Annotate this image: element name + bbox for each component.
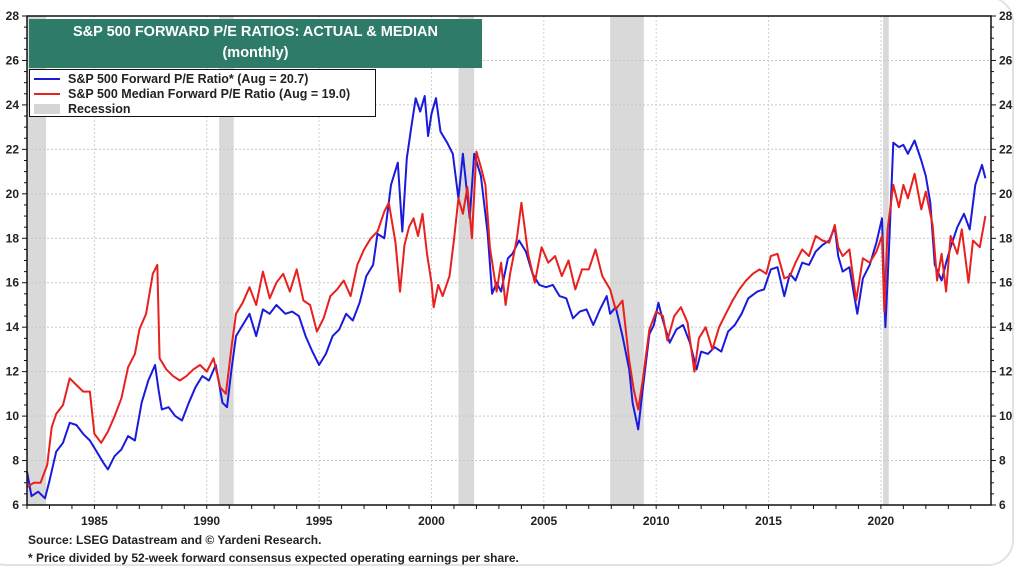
y-tick-label-right: 26 [999,53,1013,67]
y-tick-label-right: 24 [999,98,1013,112]
chart-title-box: S&P 500 FORWARD P/E RATIOS: ACTUAL & MED… [29,19,482,68]
legend-label: Recession [68,101,131,116]
y-tick-label-left: 22 [6,142,20,156]
card-frame [0,0,1014,566]
y-tick-label-left: 16 [6,276,20,290]
y-tick-label-right: 6 [999,498,1006,512]
legend-label: S&P 500 Forward P/E Ratio* (Aug = 20.7) [68,71,309,86]
y-tick-label-left: 8 [12,454,19,468]
series-line-median-pe [26,150,987,489]
footnote: * Price divided by 52-week forward conse… [28,551,519,565]
y-tick-label-right: 18 [999,231,1013,245]
recession-band [27,16,47,505]
legend-item-median-pe: S&P 500 Median Forward P/E Ratio (Aug = … [34,86,350,101]
x-tick-label: 2010 [643,514,670,528]
y-tick-label-left: 12 [6,365,20,379]
y-tick-label-left: 26 [6,53,20,67]
y-tick-label-right: 22 [999,142,1013,156]
x-tick-label: 1995 [306,514,333,528]
x-tick-label: 1985 [81,514,108,528]
x-tick-label: 1990 [193,514,220,528]
y-tick-label-right: 28 [999,9,1013,23]
x-tick-label: 2005 [530,514,557,528]
recession-band [610,16,644,505]
source-note: Source: LSEG Datastream and © Yardeni Re… [28,533,322,547]
y-tick-label-left: 14 [6,320,20,334]
y-tick-label-left: 18 [6,231,20,245]
legend-item-forward-pe: S&P 500 Forward P/E Ratio* (Aug = 20.7) [34,71,308,86]
chart-subtitle: (monthly) [222,45,289,61]
legend-swatch-red [34,92,60,95]
series-line-forward-pe [26,95,987,500]
series-lines [26,95,987,500]
x-tick-label: 2020 [868,514,895,528]
y-tick-label-right: 12 [999,365,1013,379]
legend-swatch-blue [34,77,60,80]
y-tick-label-left: 10 [6,409,20,423]
y-tick-label-right: 16 [999,276,1013,290]
y-tick-label-right: 10 [999,409,1013,423]
y-tick-label-right: 8 [999,454,1006,468]
legend-item-recession: Recession [34,101,131,116]
x-tick-label: 2015 [755,514,782,528]
chart-title: S&P 500 FORWARD P/E RATIOS: ACTUAL & MED… [73,24,438,40]
legend: S&P 500 Forward P/E Ratio* (Aug = 20.7) … [29,69,376,117]
recession-band [458,16,475,505]
axes [22,15,996,509]
y-tick-label-left: 6 [12,498,19,512]
x-tick-label: 2000 [418,514,445,528]
y-tick-label-left: 20 [6,187,20,201]
y-tick-label-right: 14 [999,320,1013,334]
y-tick-label-left: 28 [6,9,20,23]
y-tick-label-left: 24 [6,98,20,112]
legend-swatch-recession [34,103,60,114]
legend-label: S&P 500 Median Forward P/E Ratio (Aug = … [68,86,351,101]
y-tick-label-right: 20 [999,187,1013,201]
